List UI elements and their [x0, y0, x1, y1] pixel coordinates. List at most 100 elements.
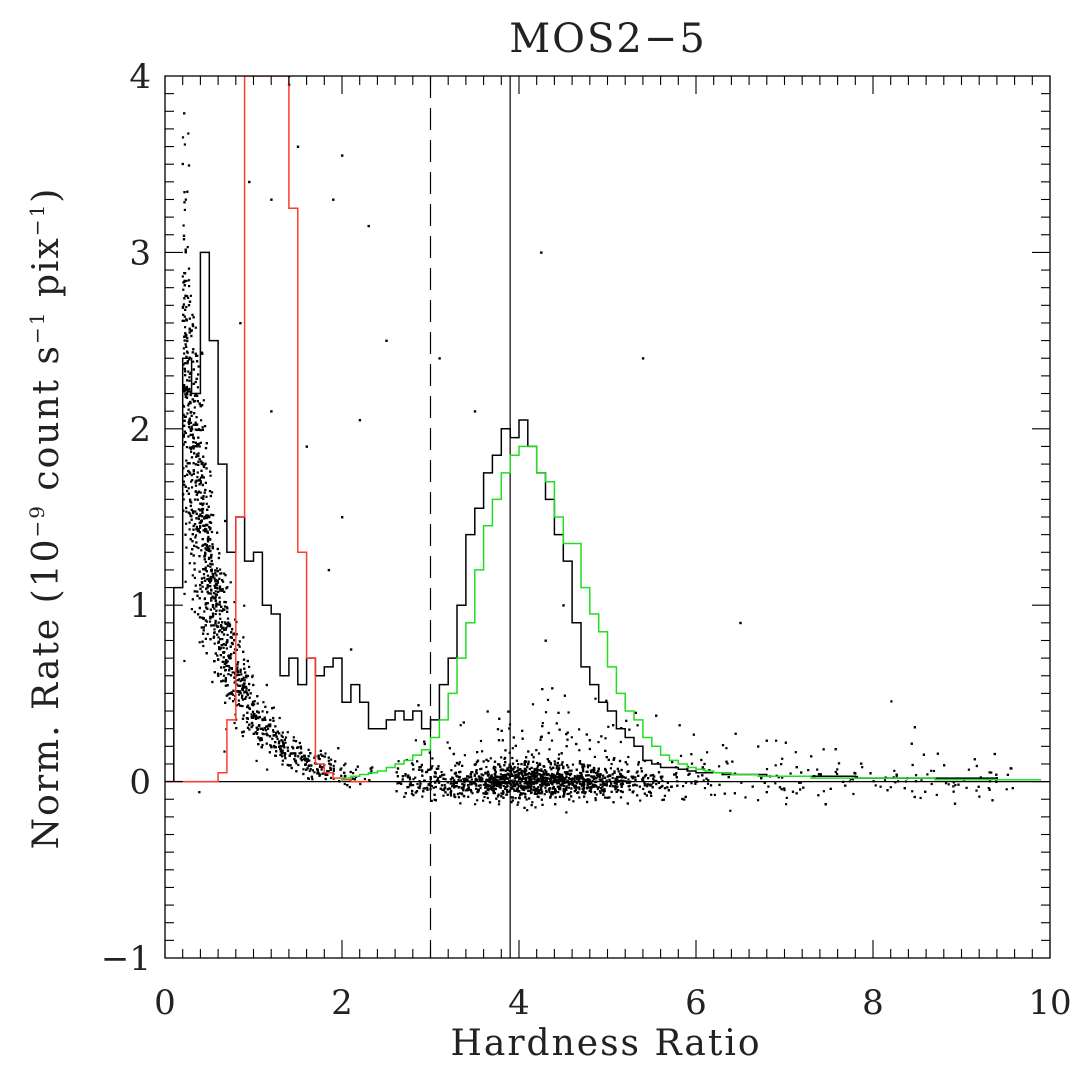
scatter-point	[217, 674, 220, 677]
scatter-point	[185, 355, 188, 358]
scatter-point	[559, 783, 562, 786]
scatter-point	[548, 791, 551, 794]
scatter-point	[977, 785, 980, 788]
scatter-point	[213, 577, 216, 580]
scatter-point	[554, 788, 557, 791]
scatter-point	[251, 710, 255, 713]
scatter-point	[194, 421, 197, 424]
scatter-point	[744, 796, 747, 799]
scatter-point	[533, 772, 536, 776]
scatter-point	[185, 386, 188, 389]
scatter-point	[603, 796, 607, 799]
scatter-point	[257, 724, 261, 728]
scatter-point	[527, 783, 530, 786]
scatter-point	[233, 601, 236, 604]
scatter-point	[253, 703, 256, 706]
scatter-point	[223, 572, 226, 575]
scatter-point	[751, 785, 754, 788]
scatter-point	[497, 776, 500, 779]
scatter-point	[323, 755, 326, 758]
scatter-point	[250, 725, 253, 729]
scatter-point	[283, 754, 286, 757]
scatter-point	[224, 677, 227, 680]
scatter-point	[236, 663, 239, 666]
scatter-point	[524, 785, 528, 789]
scatter-point	[185, 345, 188, 348]
scatter-point	[430, 785, 433, 788]
scatter-point	[266, 734, 269, 737]
scatter-point	[203, 555, 206, 558]
scatter-point	[182, 313, 185, 316]
scatter-point	[192, 360, 195, 363]
scatter-point	[466, 775, 469, 778]
scatter-point	[221, 660, 224, 663]
scatter-point	[196, 394, 199, 398]
scatter-point	[947, 783, 950, 786]
scatter-point	[578, 775, 581, 778]
scatter-point	[268, 735, 272, 738]
scatter-point	[220, 680, 223, 683]
scatter-point	[552, 766, 555, 769]
scatter-point	[211, 595, 214, 598]
scatter-point	[514, 773, 517, 776]
scatter-point	[653, 779, 656, 782]
scatter-point	[231, 693, 234, 696]
scatter-point	[182, 443, 185, 446]
scatter-point	[183, 112, 186, 115]
scatter-point	[190, 456, 194, 459]
scatter-point	[212, 514, 215, 517]
scatter-point	[582, 763, 585, 766]
scatter-point	[549, 795, 552, 798]
scatter-point	[216, 570, 219, 573]
scatter-point	[193, 568, 196, 571]
scatter-point	[197, 460, 200, 463]
scatter-point	[556, 773, 559, 776]
scatter-point	[198, 616, 202, 619]
scatter-point	[294, 754, 297, 758]
scatter-point	[407, 774, 410, 777]
scatter-point	[192, 512, 195, 515]
scatter-point	[233, 681, 236, 684]
scatter-point	[462, 794, 465, 798]
scatter-point	[565, 745, 568, 748]
scatter-point	[499, 781, 502, 784]
scatter-point	[570, 778, 573, 781]
scatter-point	[221, 589, 224, 592]
scatter-point	[834, 770, 837, 774]
scatter-point	[785, 796, 788, 799]
scatter-point	[740, 781, 743, 784]
scatter-point	[204, 568, 207, 571]
scatter-point	[780, 763, 783, 766]
scatter-point	[223, 651, 226, 654]
scatter-point	[187, 370, 190, 373]
scatter-point	[266, 725, 269, 728]
scatter-point	[324, 752, 327, 755]
scatter-point	[513, 788, 516, 791]
scatter-point	[271, 707, 274, 710]
scatter-point	[551, 787, 554, 790]
scatter-point	[545, 779, 548, 782]
scatter-point	[183, 659, 186, 663]
scatter-point	[530, 753, 534, 756]
scatter-point	[238, 640, 241, 643]
scatter-point	[195, 545, 198, 548]
scatter-point	[294, 740, 298, 743]
scatter-point	[661, 779, 664, 782]
scatter-point	[553, 791, 556, 794]
scatter-point	[577, 776, 580, 779]
scatter-point	[621, 774, 624, 777]
scatter-point	[214, 612, 217, 616]
scatter-point	[210, 578, 213, 581]
scatter-point	[418, 766, 421, 769]
scatter-point	[679, 754, 683, 757]
scatter-point	[200, 577, 204, 580]
scatter-point	[484, 786, 487, 789]
scatter-point	[566, 738, 569, 741]
scatter-point	[526, 766, 529, 769]
scatter-point	[330, 758, 333, 761]
scatter-point	[604, 767, 607, 771]
scatter-point	[188, 417, 191, 420]
scatter-point	[183, 475, 186, 478]
scatter-point	[313, 756, 316, 759]
scatter-point	[202, 543, 205, 546]
